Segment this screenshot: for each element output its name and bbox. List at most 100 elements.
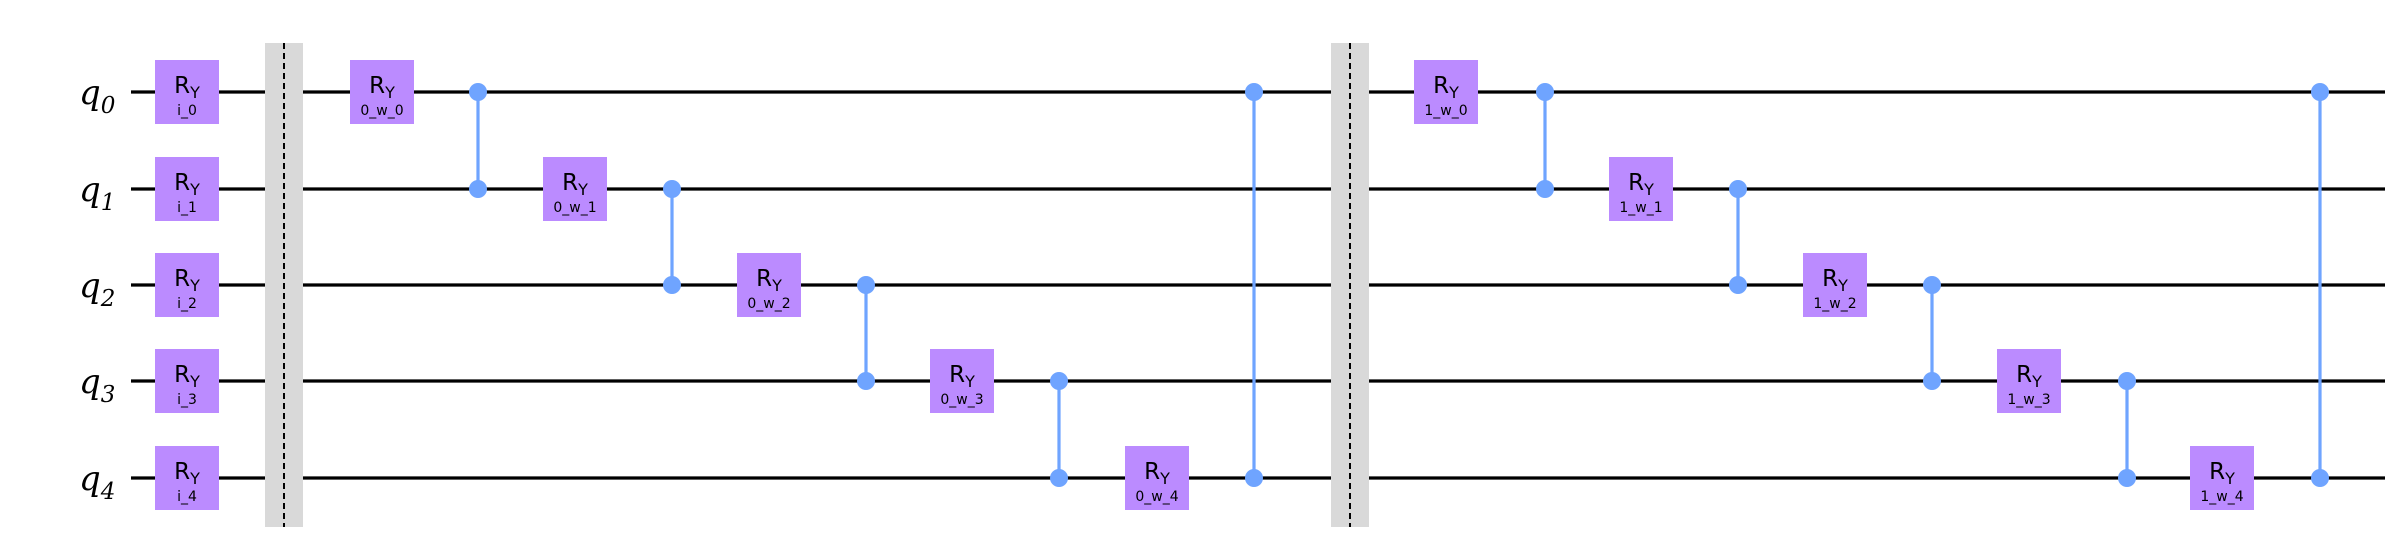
ry-gate-1_w_0: RY1_w_0: [1414, 60, 1478, 124]
barriers: [265, 43, 1369, 527]
ry-gate-1_w_4: RY1_w_4: [2190, 446, 2254, 510]
qubit-label-name: q: [79, 266, 101, 306]
qubit-label-4: q4: [79, 459, 115, 505]
gate-param: i_0: [177, 103, 197, 119]
qubit-wires: [131, 90, 2385, 480]
ry-gate-0_w_4: RY0_w_4: [1125, 446, 1189, 510]
gate-name: RY: [174, 170, 200, 199]
qubit-label-3: q3: [79, 362, 115, 408]
gate-box: [155, 253, 219, 317]
gate-param: 1_w_3: [2007, 392, 2050, 408]
ry-gate-i_3: RYi_3: [155, 349, 219, 413]
cz-control-dot-1: [1536, 180, 1554, 198]
cz-gate-q3-q4: [2118, 372, 2136, 487]
gate-name: RY: [2016, 362, 2042, 391]
qubit-label-index: 1: [101, 190, 116, 216]
cz-gate-q0-q1: [469, 83, 487, 198]
gate-name: RY: [756, 266, 782, 295]
cz-gate-q2-q3: [1923, 276, 1941, 390]
cz-control-dot-0: [1729, 180, 1747, 198]
gate-name: RY: [1822, 266, 1848, 295]
qubit-label-0: q0: [79, 73, 115, 119]
gate-box: [155, 157, 219, 221]
gate-param: 1_w_0: [1424, 103, 1467, 119]
gate-param: i_1: [177, 200, 197, 216]
gate-box: [1609, 157, 1673, 221]
ry-gate-i_4: RYi_4: [155, 446, 219, 510]
cz-gate-q0-q4: [2311, 83, 2329, 487]
qubit-label-index: 4: [100, 479, 116, 505]
cz-gate-q0-q4: [1245, 83, 1263, 487]
qubit-label-name: q: [79, 73, 101, 113]
gate-box: [1803, 253, 1867, 317]
gate-param: 0_w_3: [940, 392, 983, 408]
gate-param: i_3: [177, 392, 197, 408]
gate-name: RY: [174, 266, 200, 295]
cz-connections: [469, 83, 2329, 487]
qubit-label-1: q1: [79, 170, 115, 216]
cz-gate-q3-q4: [1050, 372, 1068, 487]
rotation-gates: RYi_0RYi_1RYi_2RYi_3RYi_4RY0_w_0RY0_w_1R…: [155, 60, 2254, 510]
gate-param: 0_w_2: [747, 296, 790, 312]
ry-gate-i_1: RYi_1: [155, 157, 219, 221]
gate-param: 1_w_1: [1619, 200, 1662, 216]
gate-box: [737, 253, 801, 317]
cz-control-dot-1: [1923, 372, 1941, 390]
cz-control-dot-0: [2311, 83, 2329, 101]
gate-box: [155, 446, 219, 510]
gate-param: 0_w_1: [553, 200, 596, 216]
qubit-label-2: q2: [79, 266, 115, 312]
ry-gate-0_w_0: RY0_w_0: [350, 60, 414, 124]
qubit-label-index: 2: [100, 286, 116, 312]
cz-control-dot-1: [857, 372, 875, 390]
gate-box: [155, 349, 219, 413]
cz-gate-q1-q2: [663, 180, 681, 294]
gate-param: i_2: [177, 296, 197, 312]
gate-name: RY: [2209, 459, 2235, 488]
ry-gate-1_w_1: RY1_w_1: [1609, 157, 1673, 221]
gate-name: RY: [369, 73, 395, 102]
gate-box: [1125, 446, 1189, 510]
cz-control-dot-1: [663, 276, 681, 294]
cz-gate-q2-q3: [857, 276, 875, 390]
gate-box: [2190, 446, 2254, 510]
ry-gate-1_w_2: RY1_w_2: [1803, 253, 1867, 317]
cz-control-dot-1: [2311, 469, 2329, 487]
cz-gate-q1-q2: [1729, 180, 1747, 294]
gate-name: RY: [174, 73, 200, 102]
cz-control-dot-0: [2118, 372, 2136, 390]
qubit-label-name: q: [79, 362, 101, 402]
gate-box: [350, 60, 414, 124]
cz-control-dot-1: [1050, 469, 1068, 487]
qubit-label-index: 3: [101, 382, 116, 408]
gate-param: 1_w_4: [2200, 489, 2243, 505]
qubit-label-name: q: [79, 170, 101, 210]
gate-name: RY: [174, 362, 200, 391]
gate-name: RY: [1144, 459, 1170, 488]
cz-control-dot-0: [1536, 83, 1554, 101]
ry-gate-0_w_3: RY0_w_3: [930, 349, 994, 413]
gate-name: RY: [1628, 170, 1654, 199]
ry-gate-0_w_1: RY0_w_1: [543, 157, 607, 221]
cz-control-dot-1: [1729, 276, 1747, 294]
gate-box: [1414, 60, 1478, 124]
gate-name: RY: [174, 459, 200, 488]
gate-box: [1997, 349, 2061, 413]
gate-param: 0_w_4: [1135, 489, 1178, 505]
gate-box: [543, 157, 607, 221]
cz-control-dot-1: [469, 180, 487, 198]
gate-box: [930, 349, 994, 413]
gate-param: 0_w_0: [360, 103, 403, 119]
cz-control-dot-0: [1923, 276, 1941, 294]
gate-box: [155, 60, 219, 124]
cz-control-dot-0: [663, 180, 681, 198]
cz-gate-q0-q1: [1536, 83, 1554, 198]
gate-name: RY: [562, 170, 588, 199]
cz-control-dot-0: [857, 276, 875, 294]
cz-control-dot-0: [1245, 83, 1263, 101]
gate-name: RY: [949, 362, 975, 391]
ry-gate-1_w_3: RY1_w_3: [1997, 349, 2061, 413]
qubit-label-index: 0: [101, 93, 116, 119]
